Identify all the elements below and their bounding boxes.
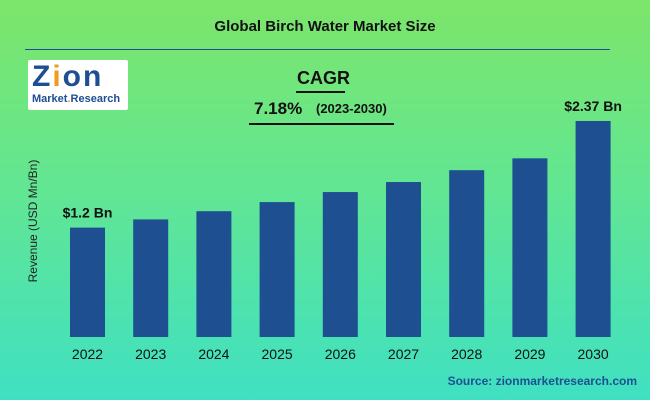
bar-2025 (259, 202, 295, 337)
title-divider (25, 49, 610, 50)
zion-logo: Zion Market.Research (28, 60, 128, 110)
cagr-underline (296, 91, 345, 93)
logo-wordmark: Zion (32, 60, 104, 93)
bar-2027 (386, 182, 421, 337)
x-tick-label-2023: 2023 (135, 346, 166, 362)
data-label-2030: $2.37 Bn (564, 98, 622, 114)
x-tick-label-2022: 2022 (72, 346, 103, 362)
cagr-label: CAGR (297, 68, 350, 88)
bar-2024 (196, 211, 232, 337)
x-tick-label-2025: 2025 (262, 346, 293, 362)
data-label-2022: $1.2 Bn (63, 205, 113, 221)
x-tick-label-2028: 2028 (451, 346, 482, 362)
cagr-period: (2023-2030) (316, 101, 387, 116)
x-tick-label-2029: 2029 (514, 346, 545, 362)
x-tick-label-2030: 2030 (578, 346, 609, 362)
cagr-divider (249, 123, 394, 125)
cagr-value: 7.18% (254, 99, 303, 118)
bar-2023 (133, 219, 169, 337)
bar-2022 (70, 227, 105, 337)
x-tick-label-2024: 2024 (198, 346, 229, 362)
chart-title: Global Birch Water Market Size (214, 18, 436, 35)
x-tick-label-2027: 2027 (388, 346, 419, 362)
logo-subtitle: Market.Research (32, 93, 121, 105)
bar-2028 (449, 170, 485, 337)
bar-2029 (512, 158, 548, 337)
x-tick-label-2026: 2026 (325, 346, 356, 362)
bar-2030 (575, 120, 611, 337)
bar-2026 (322, 192, 358, 337)
source-credit: Source: zionmarketresearch.com (447, 374, 637, 388)
